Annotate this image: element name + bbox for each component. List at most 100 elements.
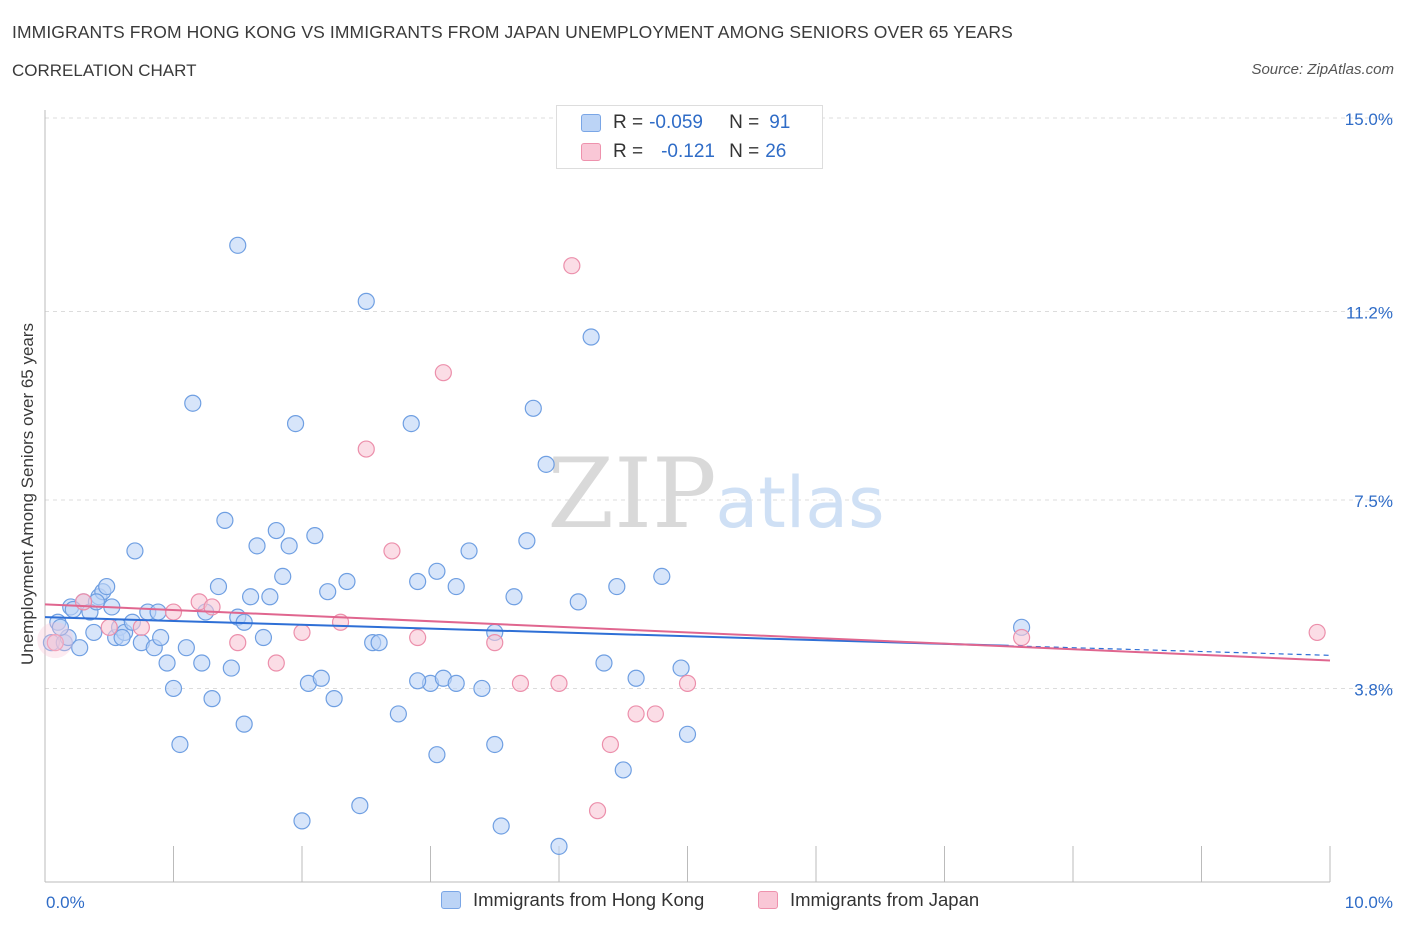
japan-point (646, 705, 664, 723)
hong-kong-point (209, 577, 228, 596)
hong-kong-point (653, 567, 671, 586)
hong-kong-point (164, 679, 183, 698)
legend-swatch-blue (581, 114, 601, 132)
hong-kong-point (428, 562, 446, 580)
y-tick-label: 7.5% (1354, 492, 1393, 511)
hong-kong-point (505, 588, 523, 606)
hong-kong-point (98, 577, 116, 596)
hong-kong-point (280, 537, 298, 555)
hong-kong-point (460, 542, 478, 560)
hong-kong-point (306, 527, 324, 545)
japan-point (627, 705, 645, 723)
legend-r-label: R = (613, 141, 644, 162)
hong-kong-point (351, 796, 369, 815)
y-tick-label: 15.0% (1345, 110, 1393, 129)
japan-point (409, 628, 427, 647)
hong-kong-point (338, 572, 356, 591)
hong-kong-point (486, 735, 504, 754)
japan-point (511, 674, 530, 692)
hong-kong-point (614, 761, 632, 779)
hong-kong-point (286, 415, 305, 433)
legend-swatch-blue (441, 891, 461, 909)
chart-title: IMMIGRANTS FROM HONG KONG VS IMMIGRANTS … (12, 22, 1013, 42)
hong-kong-point (518, 532, 536, 550)
legend-r-value: -0.059 (649, 112, 703, 133)
hong-kong-point (370, 634, 388, 652)
y-tick-label: 3.8% (1354, 680, 1393, 699)
japan-point (434, 364, 452, 382)
legend-swatch-pink (581, 143, 601, 161)
watermark: ZIP atlas (547, 438, 884, 550)
legend-r-label: R = (613, 112, 644, 133)
hong-kong-point (177, 639, 195, 657)
japan-point (486, 634, 504, 652)
axes (44, 110, 1331, 883)
hong-kong-trend-line (44, 616, 1009, 647)
watermark-zip: ZIP (547, 438, 716, 550)
hong-kong-point (537, 455, 555, 473)
hong-kong-point (184, 394, 202, 412)
hong-kong-points (42, 236, 1031, 855)
hong-kong-point (242, 588, 260, 606)
hong-kong-point (524, 399, 542, 417)
hong-kong-point (113, 628, 131, 647)
hong-kong-point (158, 654, 176, 672)
hong-kong-point (216, 511, 234, 529)
hong-kong-point (428, 746, 446, 764)
hong-kong-point (357, 292, 375, 310)
y-tick-label: 11.2% (1346, 304, 1393, 323)
hong-kong-point (550, 837, 568, 855)
hong-kong-point (582, 328, 600, 346)
hong-kong-point (312, 669, 330, 687)
hong-kong-point (569, 593, 587, 611)
japan-point (46, 634, 64, 652)
hong-kong-point (627, 669, 645, 687)
hong-kong-point (171, 735, 189, 754)
legend-n-label: N = (729, 141, 760, 162)
correlation-legend: R = -0.059 N = 91 R = -0.121 N = 26 (556, 105, 823, 169)
japan-point (1012, 628, 1031, 647)
japan-point (678, 674, 697, 692)
hong-kong-point (447, 577, 465, 596)
hong-kong-point (595, 654, 613, 672)
japan-point (267, 654, 285, 672)
legend-n-value: 91 (769, 112, 791, 133)
hong-kong-point (672, 659, 690, 677)
hong-kong-point (51, 618, 70, 636)
hong-kong-point (222, 659, 240, 677)
hong-kong-point (274, 567, 292, 586)
hong-kong-point (492, 817, 510, 835)
hong-kong-point (203, 690, 221, 708)
hong-kong-point (319, 583, 337, 601)
legend-row-hong-kong: R = -0.059 N = 91 (581, 112, 790, 134)
japan-point (550, 674, 568, 692)
x-tick-label: 0.0% (46, 893, 85, 912)
japan-point (588, 802, 607, 820)
x-tick-label: 10.0% (1345, 893, 1393, 912)
trend-lines (44, 603, 1331, 662)
legend-n-value: 26 (765, 141, 787, 162)
hong-kong-point (678, 725, 697, 743)
hong-kong-point (325, 690, 343, 708)
hong-kong-point (447, 674, 465, 692)
hong-kong-point (126, 542, 144, 560)
japan-point (601, 735, 620, 754)
hong-kong-point (261, 588, 279, 606)
legend-n-label: N = (729, 112, 760, 133)
japan-point-cluster (37, 622, 74, 659)
legend-label-japan: Immigrants from Japan (790, 889, 980, 910)
legend-item-hong-kong: Immigrants from Hong Kong (441, 889, 704, 911)
hong-kong-point (293, 812, 311, 830)
hong-kong-point (473, 679, 491, 698)
hong-kong-point (229, 236, 247, 254)
chart-subtitle: CORRELATION CHART (12, 61, 197, 80)
hong-kong-point (254, 628, 273, 647)
japan-trend-line (44, 603, 1331, 662)
hong-kong-point (402, 415, 420, 433)
hong-kong-point (85, 623, 103, 642)
hong-kong-point (235, 715, 253, 733)
hong-kong-point (152, 628, 170, 647)
tick-labels: 3.8% 7.5% 11.2% 15.0% 0.0% 10.0% (46, 110, 1393, 912)
source-credit: Source: ZipAtlas.com (1251, 61, 1394, 78)
